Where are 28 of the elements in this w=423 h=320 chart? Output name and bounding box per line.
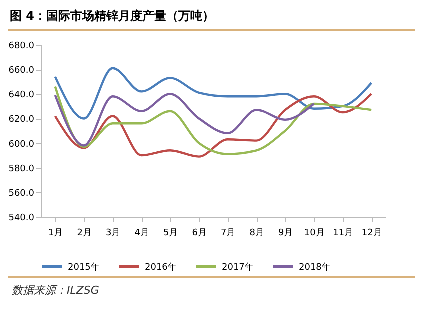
y-tick-label: 540.0 xyxy=(8,214,35,224)
chart-title: 图 4：国际市场精锌月度产量（万吨） xyxy=(9,8,216,25)
x-tick-label: 5月 xyxy=(164,228,178,238)
x-tick-label: 10月 xyxy=(304,228,325,238)
y-tick-label: 560.0 xyxy=(8,188,35,199)
x-tick-label: 2月 xyxy=(77,228,92,238)
y-tick-label: 660.0 xyxy=(8,66,35,76)
x-tick-label: 7月 xyxy=(221,228,236,238)
y-tick-label: 600.0 xyxy=(8,140,35,150)
x-tick-label: 8月 xyxy=(250,228,264,238)
y-tick-label: 620.0 xyxy=(8,115,35,126)
source-note: 数据来源：ILZSG xyxy=(11,283,100,298)
y-tick-label: 580.0 xyxy=(8,164,35,174)
x-tick-label: 12月 xyxy=(362,228,382,238)
x-tick-label: 4月 xyxy=(134,228,150,238)
legend-label: 2016年 xyxy=(145,262,177,273)
x-tick-label: 9月 xyxy=(278,228,294,238)
y-tick-label: 640.0 xyxy=(8,90,35,101)
line-series xyxy=(54,93,316,147)
x-tick-label: 3月 xyxy=(106,228,121,238)
legend-label: 2017年 xyxy=(222,262,254,273)
y-tick-label: 680.0 xyxy=(8,42,35,52)
x-tick-label: 6月 xyxy=(192,228,207,238)
line-series xyxy=(54,67,373,120)
x-tick-label: 1月 xyxy=(48,228,64,238)
legend-label: 2018年 xyxy=(299,262,331,273)
x-tick-label: 11月 xyxy=(333,228,354,238)
legend-label: 2015年 xyxy=(68,262,100,273)
